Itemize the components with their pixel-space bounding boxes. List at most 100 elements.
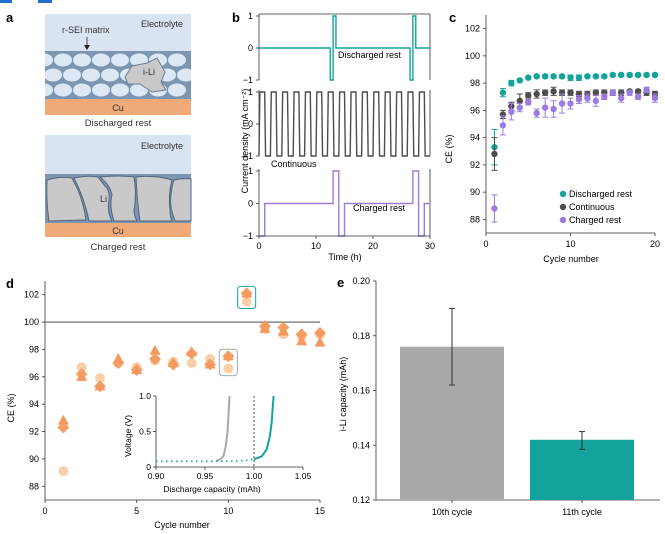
series-line-charged-rest [259,170,430,237]
caption-discharged-rest: Discharged rest [85,118,152,129]
series-label-charged-rest: Charged rest [353,203,406,213]
panel-e: e i-Li capacity (mAh) 0.12 0.14 0.16 0.18 0.… [337,275,660,517]
data-point-diamond [75,368,88,381]
inset-series-line-teal [253,395,275,461]
data-point [525,74,532,81]
data-point [491,205,498,212]
data-point [567,100,574,107]
data-point-diamond [277,321,290,334]
data-point [618,94,625,102]
sei-pore [54,53,72,67]
data-point-diamond [204,358,216,371]
y-tick-label: 102 [24,290,39,300]
data-point [634,93,642,100]
y-tick-label: 1 [248,166,253,176]
cu-current-collector [45,99,191,115]
data-point [550,73,557,80]
y-tick-label: 98 [470,78,480,88]
y-tick-label: −1 [243,231,253,241]
data-point [592,89,600,96]
panel-c: c CE (%) Cycle number 889092949698100102… [444,10,660,264]
y-tick-label: 1 [248,11,253,21]
caption-charged-rest: Charged rest [91,242,146,253]
data-point [609,89,616,96]
data-point-diamond [222,350,235,363]
y-axis-label: Current density (mA cm⁻²) [240,89,250,194]
y-tick-label: 100 [24,317,39,327]
data-point [601,73,608,80]
sei-pore [45,83,53,97]
y-tick-label: 0.14 [352,440,370,450]
inset-x-tick-label: 1.05 [295,471,312,481]
li-grain [98,175,138,222]
x-tick-label: 10 [223,506,233,516]
data-point [525,99,532,106]
sei-pore [101,68,119,82]
x-axis-label: Cycle number [543,254,599,264]
li-grain [46,176,87,222]
sei-pore [168,53,186,67]
data-point-circle [76,362,87,373]
data-point-diamond [185,347,198,360]
data-point [508,108,515,115]
highlight-box-cycle-10 [218,348,238,377]
data-point-circle [223,363,234,374]
data-point [541,89,549,96]
data-point-circle [58,466,69,477]
electrolyte-label: Electrolyte [141,19,183,29]
sei-pore [92,53,110,67]
data-point-diamond [314,327,326,340]
inset-y-axis-label: Voltage (V) [123,415,133,457]
data-point [533,90,540,98]
data-point [516,97,523,105]
schematic-discharged-rest: Electrolyte r-SEI matrix i-Li Cu Dischar… [45,14,191,129]
inset-series-dotted-teal [156,458,255,463]
x-tick-label: 20 [650,239,660,249]
data-point [558,73,566,80]
series-line-continuous [258,91,430,157]
data-point [592,73,600,80]
sei-pores [45,53,191,97]
electrolyte-region [45,135,191,175]
data-point [558,100,566,107]
x-tick-label: 30 [425,241,435,251]
data-point-triangle [314,336,326,347]
data-point-triangle [57,414,69,425]
data-point [508,79,515,87]
y-axis-label: CE (%) [444,134,454,163]
y-tick-label: 92 [29,427,39,437]
data-point-triangle [149,344,161,355]
data-point [541,104,549,111]
legend-label: Discharged rest [569,189,633,199]
data-point [626,71,633,79]
inset-x-tick-label: 1.00 [246,471,263,481]
li-grain [170,178,192,222]
highlight-box-cycle-11 [237,285,257,310]
y-tick-label: 88 [29,481,39,491]
data-point-diamond [149,353,161,366]
x-tick-label: 10th cycle [432,507,473,517]
sei-pore [63,68,81,82]
ili-label: i-Li [143,67,155,77]
panel-b: b Current density (mA cm⁻²) Time (h) Dis… [232,10,435,262]
inactive-li-particle [124,57,167,93]
li-label: Li [100,194,107,204]
data-point [550,88,557,95]
data-point-diamond [94,380,106,393]
data-point [525,92,532,99]
data-point [584,73,591,80]
sei-pore [45,53,53,67]
inset-y-tick-label: 1.0 [139,391,151,401]
panel-label-d: d [6,276,14,291]
inset-y-tick-label: 0 [146,462,151,472]
data-point [533,73,540,80]
sei-pore [73,53,91,67]
data-point-diamond [167,358,180,371]
data-point [643,86,650,94]
series-label-continuous: Continuous [271,159,317,169]
y-tick-label: 102 [465,24,480,34]
panel-label-a: a [6,10,14,25]
x-axis-label: Cycle number [154,520,210,530]
legend-marker [559,216,567,224]
y-tick-label: 96 [470,105,480,115]
